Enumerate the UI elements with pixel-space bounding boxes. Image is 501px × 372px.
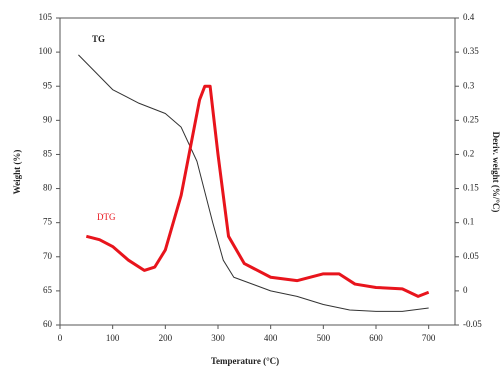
x-tick-label: 400 xyxy=(264,333,278,343)
y2-tick-label: 0.3 xyxy=(463,80,475,90)
x-axis-label: Temperature (°C) xyxy=(211,356,279,366)
y-tick-label: 95 xyxy=(43,80,53,90)
annotation: DTG xyxy=(97,212,116,222)
y2-tick-label: 0.05 xyxy=(463,251,479,261)
x-tick-label: 700 xyxy=(422,333,436,343)
y2-axis-label: Deriv. weight (%/°C) xyxy=(491,132,501,213)
y-tick-label: 105 xyxy=(39,12,53,22)
data-line xyxy=(85,84,430,298)
x-tick-label: 600 xyxy=(369,333,383,343)
y2-tick-label: 0.25 xyxy=(463,114,479,124)
y-tick-label: 90 xyxy=(43,114,53,124)
y-tick-label: 60 xyxy=(43,319,53,329)
x-tick-label: 0 xyxy=(58,333,63,343)
y-axis-label: Weight (%) xyxy=(12,150,22,195)
y2-tick-label: 0.15 xyxy=(463,183,479,193)
plot-frame xyxy=(59,17,456,326)
x-tick-label: 200 xyxy=(159,333,173,343)
y2-tick-label: 0 xyxy=(463,285,468,295)
x-tick-label: 500 xyxy=(317,333,331,343)
y2-tick-label: -0.05 xyxy=(463,319,482,329)
y-tick-label: 100 xyxy=(39,46,53,56)
y-tick-label: 80 xyxy=(43,183,53,193)
y2-tick-label: 0.35 xyxy=(463,46,479,56)
y-tick-label: 75 xyxy=(43,217,53,227)
y2-tick-label: 0.4 xyxy=(463,12,475,22)
y2-tick-label: 0.2 xyxy=(463,149,474,159)
x-tick-label: 300 xyxy=(211,333,225,343)
y-tick-label: 85 xyxy=(43,149,53,159)
y-tick-label: 65 xyxy=(43,285,53,295)
x-tick-label: 100 xyxy=(106,333,120,343)
annotation: TG xyxy=(92,34,105,44)
y-tick-label: 70 xyxy=(43,251,53,261)
y2-tick-label: 0.1 xyxy=(463,217,474,227)
data-line xyxy=(78,54,429,312)
